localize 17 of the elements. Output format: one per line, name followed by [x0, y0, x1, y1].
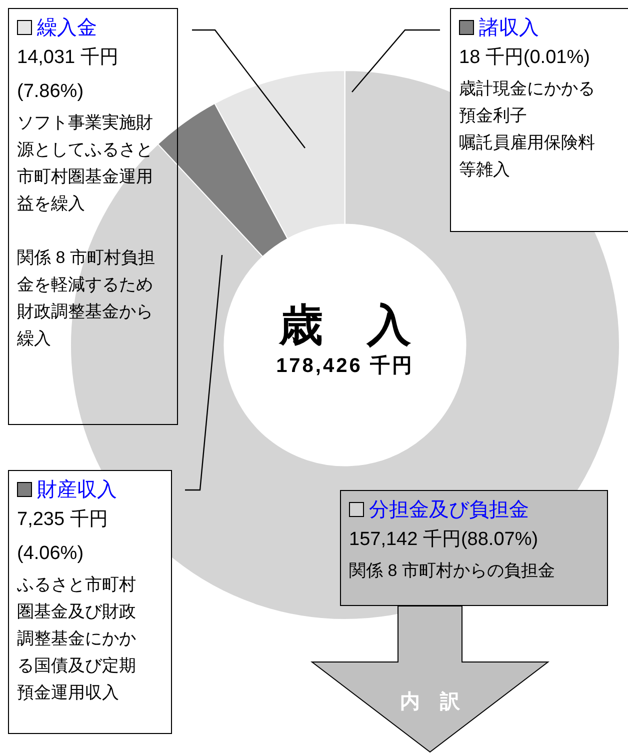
data-label: 7,235 千円(4.06%): [17, 508, 109, 566]
text: 関係 8 市町村からの負担金: [349, 560, 556, 582]
text: 内 訳: [399, 690, 461, 715]
text: ソフト事業実施財源としてふるさと市町村圏基金運用益を繰入: [17, 112, 154, 215]
legend-label: 繰入金: [37, 17, 97, 39]
data-label: 14,031 千円(7.86%): [17, 46, 120, 104]
text: 178,426 千円: [275, 354, 415, 379]
data-label: 157,142 千円(88.07%): [349, 528, 540, 552]
text: 歳計現金にかかる預金利子: [459, 78, 596, 127]
text: ふるさと市町村圏基金及び財政調整基金にかかる国債及び定期預金運用収入: [17, 574, 137, 704]
legend-label: 諸収入: [479, 17, 539, 39]
text: 関係 8 市町村負担金を軽減するため財政調整基金から繰入: [17, 247, 156, 350]
data-label: 18 千円(0.01%): [459, 46, 591, 70]
legend-label: 財産収入: [37, 479, 117, 501]
legend-label: 分担金及び負担金: [369, 499, 529, 521]
text: 歳 入: [278, 300, 412, 352]
text: 嘱託員雇用保険料等雑入: [459, 132, 596, 181]
